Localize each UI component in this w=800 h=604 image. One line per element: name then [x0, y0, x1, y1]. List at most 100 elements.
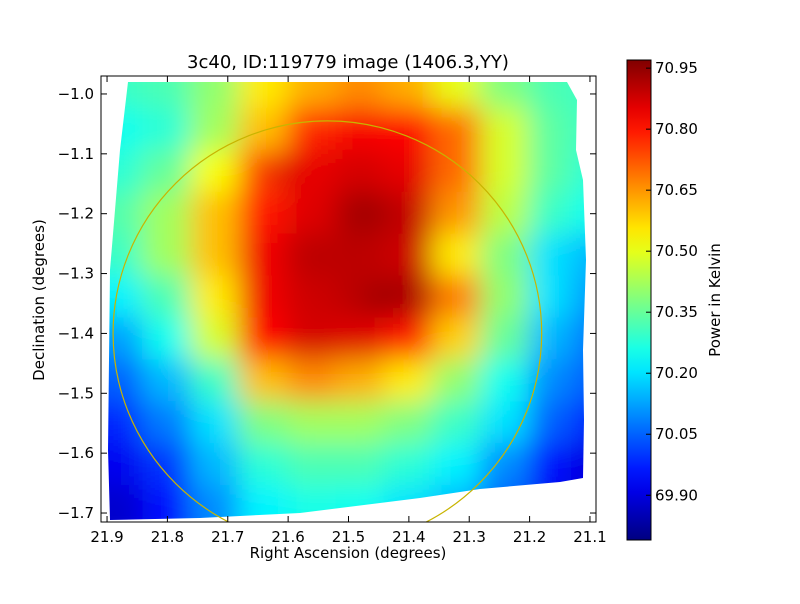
heatmap-cell	[108, 443, 145, 488]
heatmap-cell	[570, 82, 586, 110]
heatmap-cell	[480, 443, 531, 488]
heatmap-cell	[287, 401, 338, 446]
heatmap-cell	[190, 82, 241, 110]
heatmap-cell	[528, 443, 573, 488]
colorbar-label: Power in Kelvin	[706, 243, 724, 357]
x-tick-label: 21.6	[271, 528, 304, 546]
y-tick-label: −1.6	[58, 444, 94, 462]
x-tick-label: 21.5	[332, 528, 365, 546]
heatmap-cell	[142, 107, 193, 152]
heatmap-cell	[238, 401, 290, 446]
heatmap-cell	[238, 233, 290, 278]
heatmap-cell	[570, 107, 586, 152]
plot-area	[100, 75, 597, 523]
x-tick-label: 21.8	[151, 528, 184, 546]
heatmap-cell	[528, 317, 573, 362]
heatmap-cell	[528, 191, 573, 236]
heatmap-cell	[383, 443, 435, 488]
colorbar-tick-label: 70.65	[655, 181, 698, 199]
heatmap-cell	[190, 359, 241, 404]
heatmap-cell	[383, 233, 435, 278]
heatmap-cell	[108, 359, 145, 404]
heatmap-hotspot	[269, 158, 296, 185]
x-tick-label: 21.4	[392, 528, 425, 546]
colorbar: 69.90 70.05 70.20 70.35 70.50 70.65 70.80 70.95…	[626, 59, 724, 541]
heatmap-cell	[480, 233, 531, 278]
heatmap-cell	[480, 317, 531, 362]
heatmap-cell	[528, 401, 573, 446]
heatmap-cell	[335, 359, 386, 404]
heatmap-cell	[528, 149, 573, 194]
colorbar-tick-label: 70.05	[655, 425, 698, 443]
chart-title: 3c40, ID:119779 image (1406.3,YY)	[187, 52, 509, 73]
colorbar-tick-label: 70.95	[655, 59, 698, 77]
heatmap-cell	[432, 149, 483, 194]
heatmap-cell	[432, 82, 483, 110]
heatmap-cell	[190, 401, 241, 446]
colorbar-frame	[626, 59, 652, 541]
heatmap-cell	[480, 149, 531, 194]
heatmap-cell	[335, 233, 386, 278]
heatmap-cell	[432, 359, 483, 404]
heatmap-cell	[528, 359, 573, 404]
y-tick-label: −1.7	[58, 504, 94, 522]
heatmap-hotspot	[308, 242, 335, 269]
y-tick-label: −1.4	[58, 324, 94, 342]
heatmap-cell	[142, 82, 193, 110]
heatmap-cell	[190, 443, 241, 488]
heatmap-cell	[570, 317, 586, 362]
heatmap-cell	[190, 107, 241, 152]
heatmap-cell	[335, 317, 386, 362]
heatmap-cell	[480, 359, 531, 404]
heatmap-cell	[190, 275, 241, 320]
heatmap-hotspot	[353, 197, 380, 224]
heatmap-cell	[108, 401, 145, 446]
heatmap-cell	[335, 82, 386, 110]
heatmap-cell	[432, 107, 483, 152]
beam-circle	[112, 120, 543, 522]
heatmap-cell	[142, 233, 193, 278]
x-axis-label: Right Ascension (degrees)	[250, 544, 447, 562]
colorbar-tick-label: 69.90	[655, 486, 698, 504]
heatmap-cell	[570, 359, 586, 404]
heatmap-cell	[142, 275, 193, 320]
heatmap-cell	[190, 317, 241, 362]
heatmap-cell	[287, 275, 338, 320]
colorbar-tick-label: 70.20	[655, 364, 698, 382]
heatmap-cell	[570, 191, 586, 236]
heatmap-cell	[432, 191, 483, 236]
heatmap-hotspot	[401, 197, 428, 224]
heatmap-cell	[480, 401, 531, 446]
heatmap-cell	[335, 443, 386, 488]
y-tick-label: −1.2	[58, 205, 94, 223]
heatmap-cell	[432, 317, 483, 362]
heatmap-cell	[238, 359, 290, 404]
heatmap-cell	[335, 107, 386, 152]
heatmap-cell	[383, 401, 435, 446]
heatmap-cell	[287, 107, 338, 152]
heatmap-cell	[528, 82, 573, 110]
y-tick-label: −1.0	[58, 85, 94, 103]
heatmap-cell	[480, 275, 531, 320]
heatmap-cell	[432, 401, 483, 446]
heatmap-cell	[190, 233, 241, 278]
heatmap-hotspot	[365, 287, 392, 314]
heatmap-cell	[142, 443, 193, 488]
heatmap-cell	[287, 82, 338, 110]
heatmap-cell	[570, 443, 586, 488]
heatmap-cell	[480, 107, 531, 152]
heatmap-cell	[190, 191, 241, 236]
heatmap-cell	[142, 359, 193, 404]
heatmap-cell	[383, 317, 435, 362]
colorbar-tick-label: 70.80	[655, 120, 698, 138]
heatmap-cell	[570, 233, 586, 278]
heatmap-cell	[383, 149, 435, 194]
heatmap-cell	[570, 149, 586, 194]
heatmap-cell	[335, 149, 386, 194]
heatmap-cell	[480, 191, 531, 236]
x-tick-label: 21.2	[513, 528, 546, 546]
x-tick-label: 21.7	[211, 528, 244, 546]
heatmap-cell	[528, 107, 573, 152]
